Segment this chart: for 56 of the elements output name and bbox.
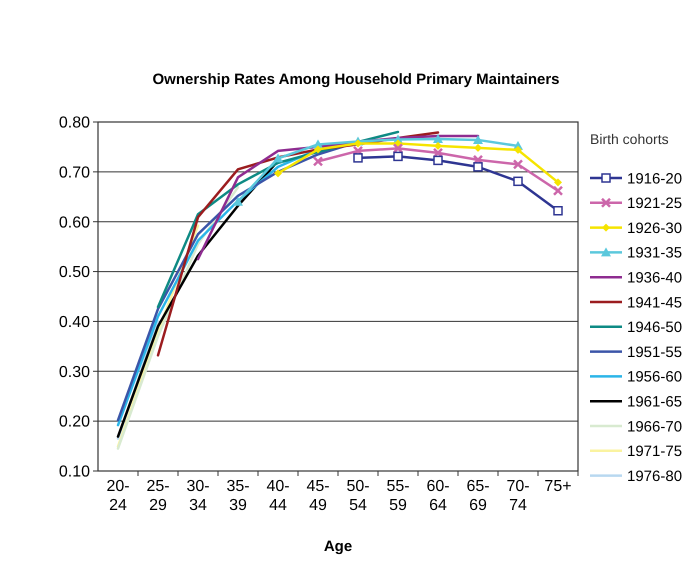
y-tick-label: 0.20 <box>58 414 90 431</box>
point <box>554 178 562 186</box>
x-tick-label: 70- 74 <box>506 478 530 514</box>
point <box>393 152 403 162</box>
x-tick-label: 75+ <box>544 478 572 495</box>
point <box>274 169 282 178</box>
point <box>433 156 443 166</box>
point <box>473 134 483 144</box>
y-tick-label: 0.10 <box>58 464 90 481</box>
point <box>433 134 443 143</box>
legend-label: 1961-65 <box>627 393 682 410</box>
x-tick-label: 45- 49 <box>306 478 330 514</box>
x-tick-label: 40- 44 <box>266 478 290 514</box>
x-tick-label: 25- 29 <box>146 478 170 514</box>
point <box>353 153 363 163</box>
y-tick-label: 0.60 <box>58 214 90 232</box>
point <box>553 206 563 216</box>
x-tick-label: 60- 64 <box>426 478 450 514</box>
legend-label: 1956-60 <box>627 368 682 386</box>
legend-label: 1921-25 <box>627 195 682 212</box>
legend-label: 1931-35 <box>627 244 682 262</box>
point <box>514 146 522 154</box>
point <box>434 142 442 150</box>
point <box>473 162 483 172</box>
x-tick-label: 50- 54 <box>346 478 370 514</box>
legend-label: 1916-20 <box>627 170 682 188</box>
point <box>233 196 243 206</box>
point <box>314 145 322 154</box>
x-tick-label: 55- 59 <box>386 478 410 514</box>
legend-label: 1966-70 <box>627 418 682 436</box>
chart-title: Ownership Rates Among Household Primary Maintainers <box>152 71 560 88</box>
x-axis-title: Age <box>324 538 352 555</box>
y-tick-label: 0.70 <box>58 164 90 182</box>
point <box>513 176 523 186</box>
point <box>512 159 524 170</box>
legend-label: 1936-40 <box>627 269 682 286</box>
legend-label: 1946-50 <box>627 319 682 336</box>
point <box>312 156 324 167</box>
point <box>552 186 564 196</box>
point <box>273 153 283 162</box>
x-tick-label: 65- 69 <box>466 478 490 514</box>
point <box>354 139 362 148</box>
y-tick-label: 0.30 <box>58 364 90 381</box>
legend-label: 1951-55 <box>627 344 682 361</box>
y-tick-label: 0.50 <box>58 264 90 282</box>
legend-label: 1926-30 <box>627 220 682 237</box>
y-tick-label: 0.40 <box>58 314 90 332</box>
legend-title: Birth cohorts <box>590 131 669 147</box>
legend-label: 1976-80 <box>627 468 682 485</box>
x-tick-label: 30- 34 <box>186 478 210 514</box>
legend-label: 1971-75 <box>627 443 682 460</box>
x-tick-label: 20- 24 <box>106 478 130 514</box>
point <box>474 144 482 152</box>
x-tick-label: 35- 39 <box>226 478 250 514</box>
legend-label: 1941-45 <box>627 294 682 312</box>
y-tick-label: 0.80 <box>58 114 90 132</box>
